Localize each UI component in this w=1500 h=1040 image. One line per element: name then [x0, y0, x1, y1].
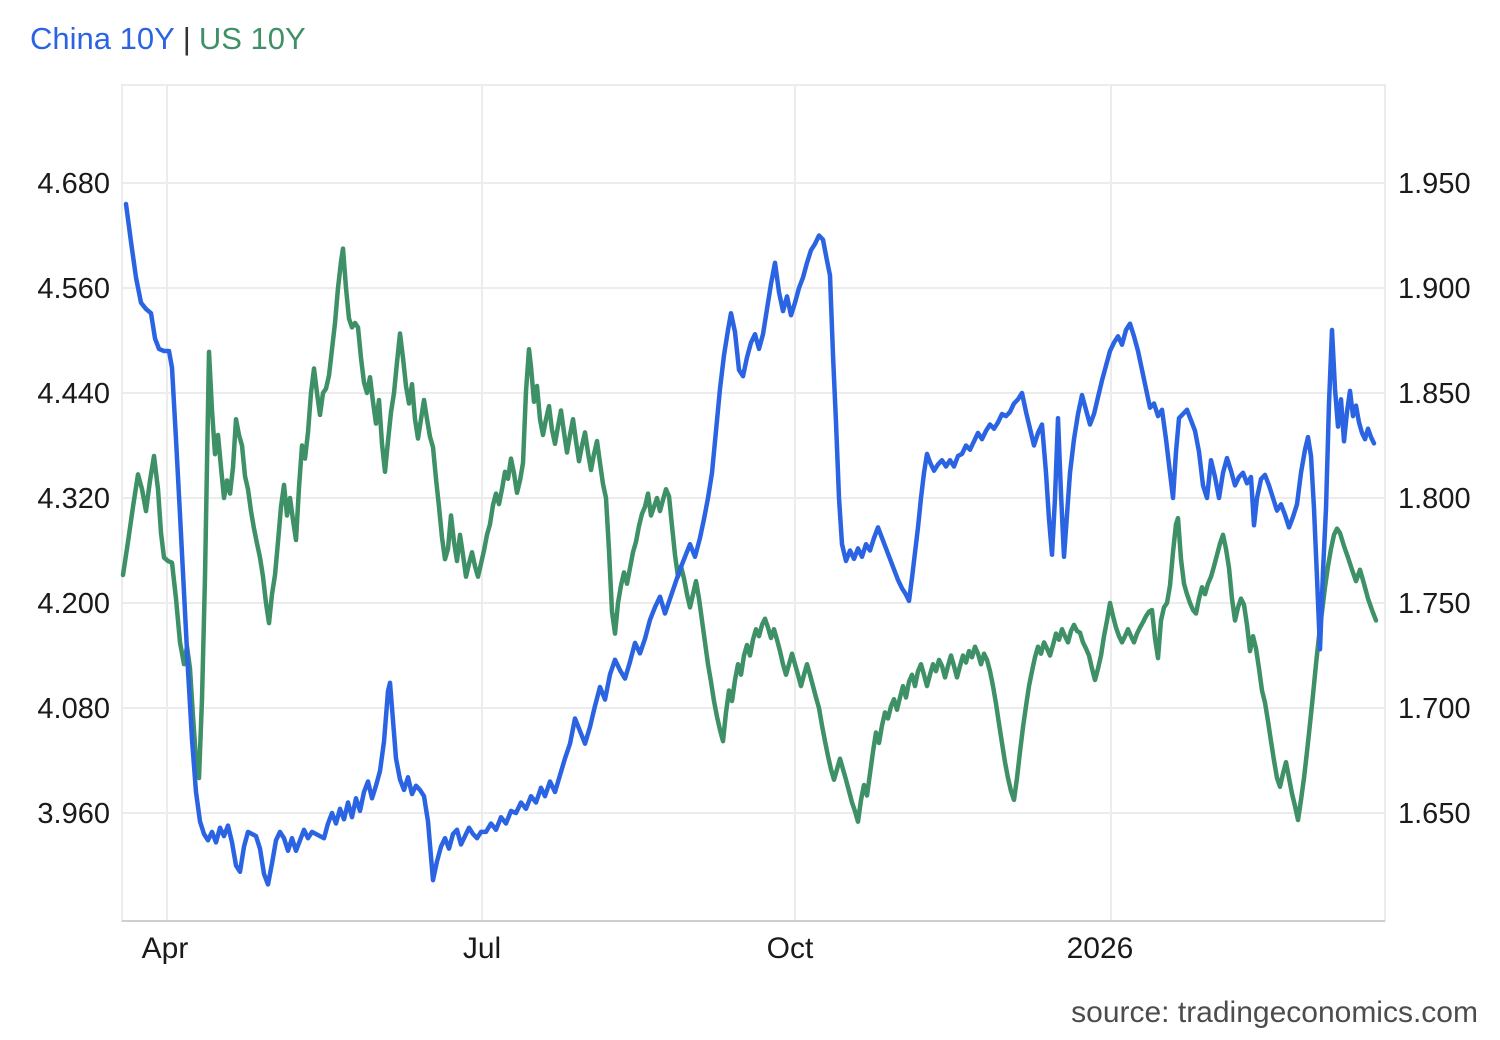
y-axis-right-tick-label: 1.850	[1398, 378, 1471, 410]
y-axis-left-tick-label: 4.560	[37, 273, 110, 305]
series-line-china-10y	[123, 201, 1377, 887]
x-axis-tick-label: Jul	[463, 932, 501, 965]
legend-separator: |	[182, 21, 191, 56]
y-axis-left-tick-label: 4.440	[37, 378, 110, 410]
source-credit[interactable]: source: tradingeconomics.com	[1071, 996, 1478, 1029]
y-axis-left-tick-label: 4.680	[37, 168, 110, 200]
y-axis-left-tick-label: 4.200	[37, 588, 110, 620]
y-axis-right-tick-label: 1.950	[1398, 168, 1471, 200]
y-axis-right-tick-label: 1.900	[1398, 273, 1471, 305]
x-axis-tick-label: Oct	[767, 932, 814, 965]
y-axis-right-tick-label: 1.700	[1398, 693, 1471, 725]
y-axis-left-tick-label: 3.960	[37, 798, 110, 830]
legend: China 10Y | US 10Y	[30, 20, 306, 57]
x-axis-tick-label: 2026	[1067, 932, 1134, 965]
legend-item-china-10y[interactable]: China 10Y	[30, 21, 175, 56]
series-line-us-10y	[120, 246, 1379, 824]
plot-border	[121, 84, 1386, 922]
y-axis-right-tick-label: 1.800	[1398, 483, 1471, 515]
legend-item-us-10y[interactable]: US 10Y	[198, 21, 306, 56]
y-axis-right-tick-label: 1.750	[1398, 588, 1471, 620]
y-axis-left-tick-label: 4.320	[37, 483, 110, 515]
x-axis-tick-label: Apr	[142, 932, 189, 965]
y-axis-right-tick-label: 1.650	[1398, 798, 1471, 830]
y-axis-left-tick-label: 4.080	[37, 693, 110, 725]
